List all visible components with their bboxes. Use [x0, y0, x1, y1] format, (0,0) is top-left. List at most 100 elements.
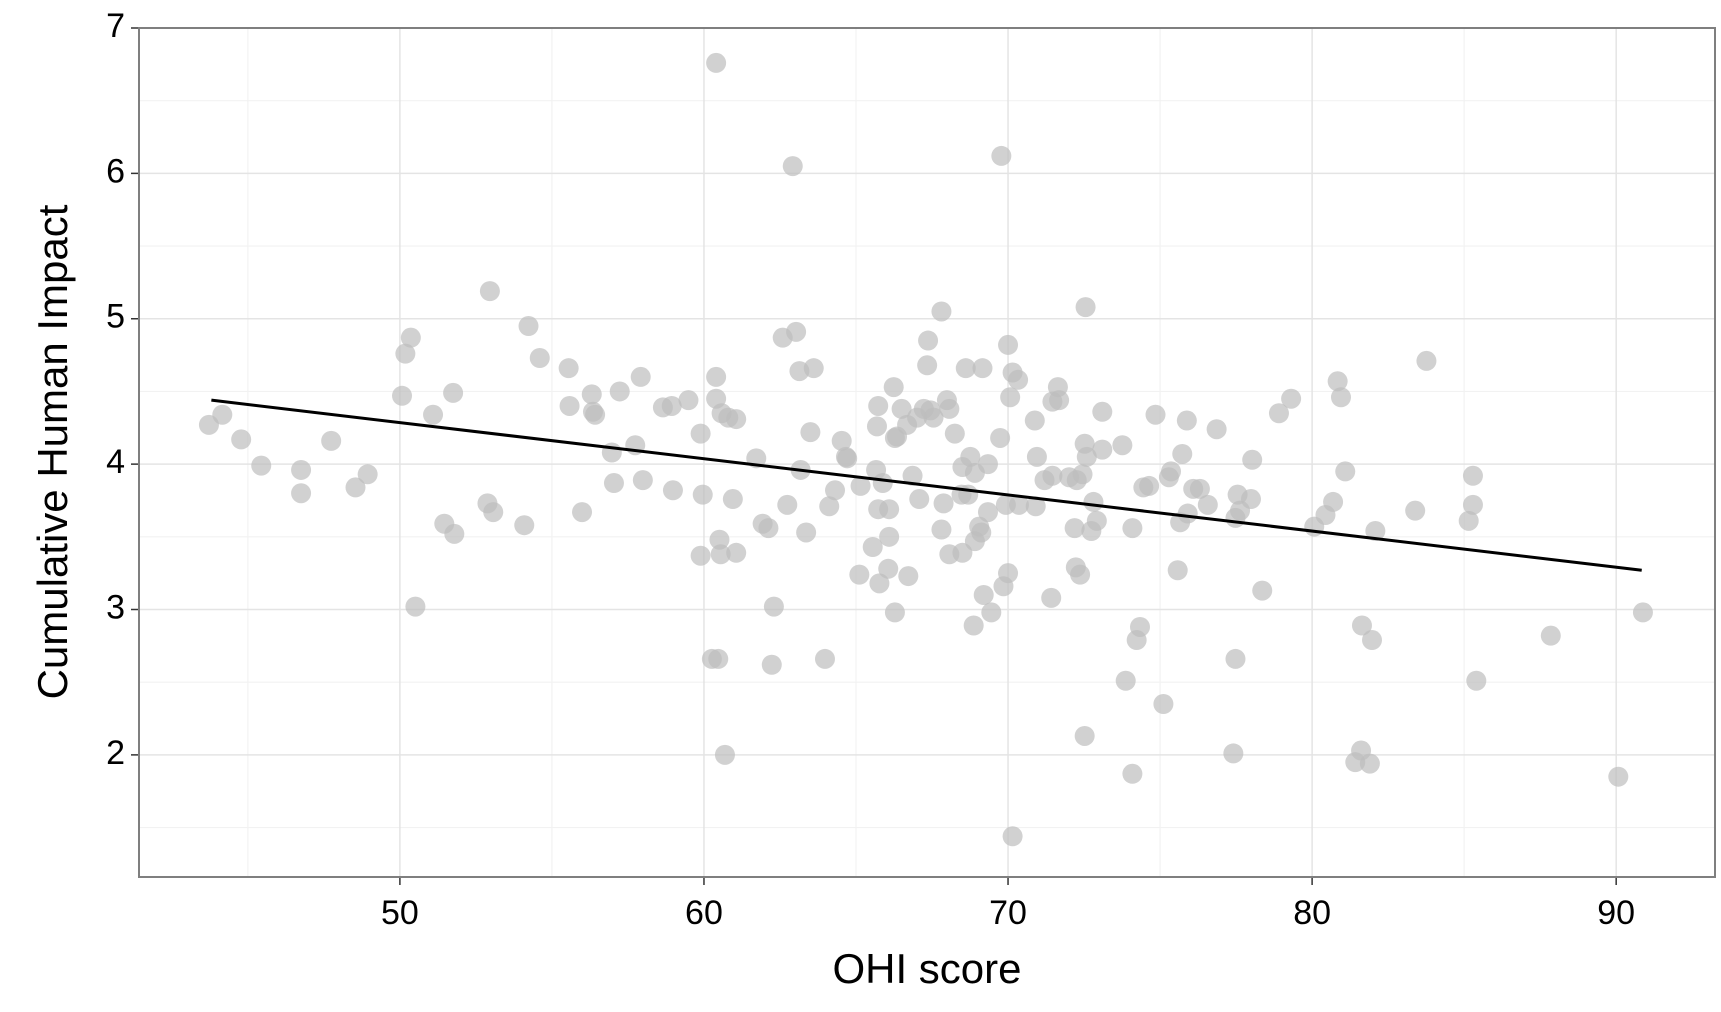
- point: [879, 526, 900, 547]
- point: [991, 145, 1012, 166]
- point: [977, 502, 998, 523]
- point: [662, 480, 683, 501]
- point: [814, 648, 835, 669]
- point: [423, 404, 444, 425]
- point: [692, 484, 713, 505]
- point: [955, 358, 976, 379]
- x-tick-label: 50: [381, 894, 419, 932]
- point: [443, 382, 464, 403]
- point: [1049, 390, 1070, 411]
- point: [529, 348, 550, 369]
- point: [1041, 587, 1062, 608]
- point: [405, 596, 426, 617]
- point: [923, 407, 944, 428]
- point: [1172, 443, 1193, 464]
- point: [709, 529, 730, 550]
- point: [1177, 503, 1198, 524]
- point: [1462, 494, 1483, 515]
- point: [706, 366, 727, 387]
- point: [1268, 403, 1289, 424]
- point: [1042, 465, 1063, 486]
- point: [444, 523, 465, 544]
- point: [990, 427, 1011, 448]
- point: [1122, 763, 1143, 784]
- point: [708, 648, 729, 669]
- point: [1072, 464, 1093, 485]
- point: [1008, 494, 1029, 515]
- point: [585, 404, 606, 425]
- point: [850, 475, 871, 496]
- point: [1416, 350, 1437, 371]
- point: [726, 409, 747, 430]
- point: [849, 564, 870, 585]
- point: [345, 477, 366, 498]
- point: [1206, 419, 1227, 440]
- point: [1002, 826, 1023, 847]
- point: [1025, 496, 1046, 517]
- point: [825, 480, 846, 501]
- point: [869, 573, 890, 594]
- point: [1026, 446, 1047, 467]
- point: [630, 366, 651, 387]
- point: [1075, 297, 1096, 318]
- point: [1223, 743, 1244, 764]
- point: [931, 519, 952, 540]
- point: [603, 473, 624, 494]
- point: [518, 316, 539, 337]
- point: [868, 395, 889, 416]
- point: [879, 499, 900, 520]
- point: [878, 558, 899, 579]
- point: [1000, 387, 1021, 408]
- point: [1323, 491, 1344, 512]
- point: [998, 563, 1019, 584]
- point: [1112, 435, 1133, 456]
- x-tick-label: 90: [1597, 894, 1635, 932]
- point: [212, 404, 233, 425]
- point: [690, 545, 711, 566]
- point: [392, 385, 413, 406]
- point: [572, 502, 593, 523]
- point: [1086, 510, 1107, 531]
- point: [796, 522, 817, 543]
- point: [981, 602, 1002, 623]
- point: [710, 544, 731, 565]
- point: [837, 448, 858, 469]
- point: [1024, 410, 1045, 431]
- point: [1189, 478, 1210, 499]
- point: [1466, 670, 1487, 691]
- point: [1092, 401, 1113, 422]
- point: [357, 464, 378, 485]
- point: [1083, 491, 1104, 512]
- point: [558, 358, 579, 379]
- point: [559, 395, 580, 416]
- point: [1608, 766, 1629, 787]
- point: [714, 744, 735, 765]
- point: [291, 483, 312, 504]
- point: [1139, 475, 1160, 496]
- point: [632, 470, 653, 491]
- plot-border: [138, 27, 1716, 878]
- point: [800, 422, 821, 443]
- point: [891, 398, 912, 419]
- point: [479, 281, 500, 302]
- point: [998, 334, 1019, 355]
- point: [960, 446, 981, 467]
- x-tick-label: 60: [685, 894, 723, 932]
- point: [1064, 518, 1085, 539]
- point: [862, 536, 883, 557]
- point: [1240, 489, 1261, 510]
- point: [872, 473, 893, 494]
- point: [1365, 521, 1386, 542]
- point: [1115, 670, 1136, 691]
- point: [1176, 410, 1197, 431]
- point: [581, 384, 602, 405]
- point: [972, 358, 993, 379]
- point: [944, 423, 965, 444]
- point: [1335, 461, 1356, 482]
- point: [786, 321, 807, 342]
- point: [898, 566, 919, 587]
- point: [884, 602, 905, 623]
- point: [917, 355, 938, 376]
- point: [1252, 580, 1273, 601]
